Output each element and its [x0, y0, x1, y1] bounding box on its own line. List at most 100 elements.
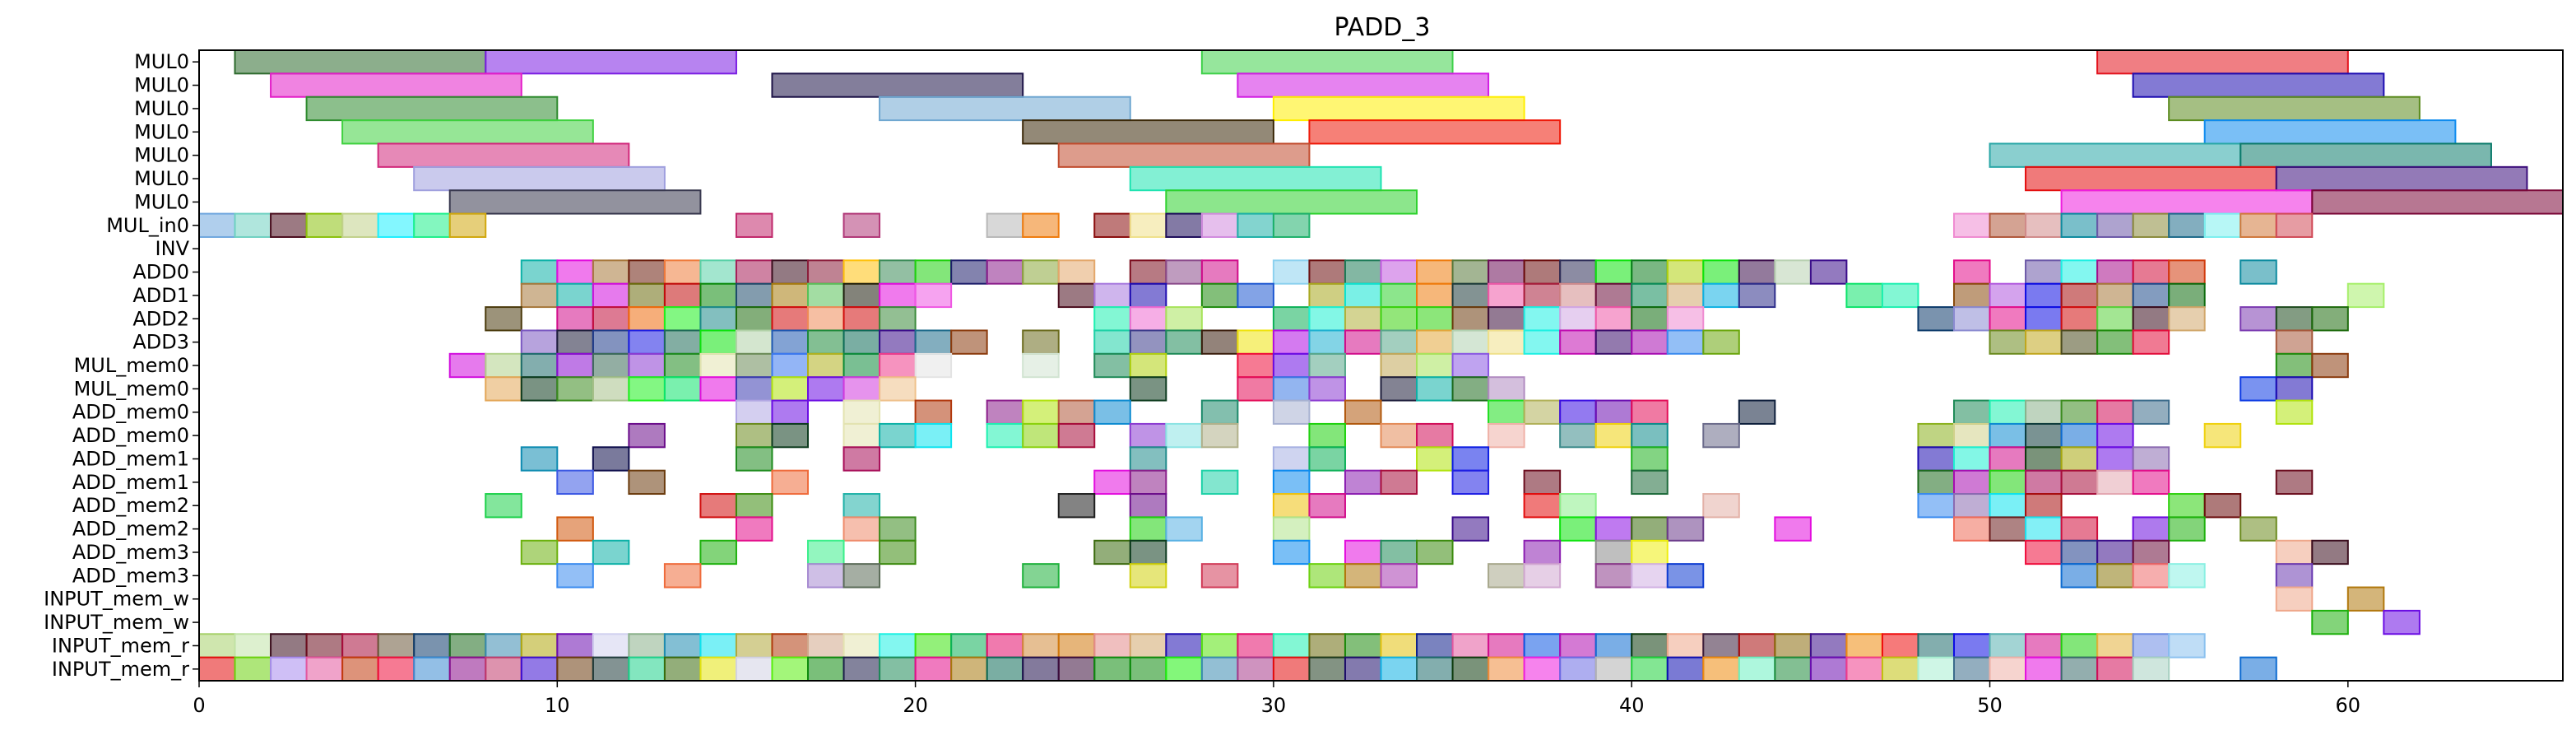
task-bar-row-11-31	[2096, 306, 2134, 332]
task-bar-row-26-41	[1666, 656, 1705, 682]
task-bar-row-4-1	[1057, 142, 1311, 168]
task-bar-row-15-7	[1093, 399, 1131, 425]
task-bar-row-13-1	[485, 352, 522, 379]
task-bar-row-25-41	[1666, 633, 1705, 659]
task-bar-row-13-14	[1022, 352, 1060, 379]
task-bar-row-18-9	[1451, 469, 1490, 496]
task-bar-row-9-14	[1022, 259, 1060, 285]
task-bar-row-7-0	[198, 212, 236, 238]
task-bar-row-22-7	[1308, 563, 1346, 589]
task-bar-row-9-8	[807, 259, 845, 285]
task-bar-row-17-8	[1451, 446, 1490, 472]
task-bar-row-9-26	[1523, 259, 1562, 285]
task-bar-row-7-12	[1093, 212, 1131, 238]
task-bar-row-5-1	[1129, 165, 1382, 192]
task-bar-row-9-7	[771, 259, 810, 285]
task-bar-row-16-7	[1022, 422, 1060, 449]
task-bar-row-2-0	[305, 95, 559, 122]
task-bar-row-17-2	[735, 446, 773, 472]
task-bar-row-10-12	[1057, 282, 1096, 309]
task-bar-row-25-39	[1594, 633, 1633, 659]
task-bar-row-9-6	[735, 259, 773, 285]
task-bar-row-20-10	[1631, 516, 1669, 542]
task-bar-row-13-15	[1093, 352, 1131, 379]
task-bar-row-14-9	[807, 376, 845, 402]
task-bar-row-25-33	[1380, 633, 1418, 659]
task-bar-row-19-11	[1917, 493, 1955, 519]
task-bar-row-5-2	[2025, 165, 2277, 192]
task-bar-row-20-19	[2239, 516, 2277, 542]
task-bar-row-10-35	[2060, 282, 2099, 309]
task-bar-row-21-4	[879, 539, 917, 565]
task-bar-row-25-13	[663, 633, 702, 659]
task-bar-row-12-7	[771, 329, 810, 355]
task-bar-row-15-16	[1738, 399, 1776, 425]
task-bar-row-12-19	[1272, 329, 1311, 355]
x-tick-label-5: 50	[1977, 694, 2003, 717]
task-bar-row-15-20	[2060, 399, 2099, 425]
task-bar-row-25-18	[842, 633, 881, 659]
task-bar-row-13-24	[2311, 352, 2349, 379]
task-bar-row-11-35	[2275, 306, 2314, 332]
task-bar-row-9-15	[1057, 259, 1096, 285]
task-bar-row-11-27	[1952, 306, 1991, 332]
task-bar-row-7-23	[2132, 212, 2170, 238]
task-bar-row-4-3	[2239, 142, 2492, 168]
x-tick-label-2: 20	[903, 694, 928, 717]
task-bar-row-20-14	[1989, 516, 2027, 542]
task-bar-row-17-12	[1989, 446, 2027, 472]
task-bar-row-20-7	[1451, 516, 1490, 542]
task-bar-row-14-7	[735, 376, 773, 402]
task-bar-row-12-23	[1416, 329, 1454, 355]
task-bar-row-7-14	[1165, 212, 1203, 238]
task-bar-row-9-27	[1559, 259, 1597, 285]
task-bar-row-26-54	[2132, 656, 2170, 682]
task-bar-row-9-34	[1809, 259, 1848, 285]
task-bar-row-21-17	[2132, 539, 2170, 565]
task-bar-row-7-18	[1952, 212, 1991, 238]
task-bar-row-12-0	[520, 329, 559, 355]
task-bar-row-10-22	[1488, 282, 1525, 309]
task-bar-row-20-0	[556, 516, 594, 542]
task-bar-row-0-2	[1200, 49, 1454, 75]
task-bar-row-18-7	[1344, 469, 1382, 496]
task-bar-row-22-13	[1631, 563, 1669, 589]
task-bar-row-7-7	[448, 212, 487, 238]
task-bar-row-15-2	[842, 399, 881, 425]
task-bar-row-10-16	[1237, 282, 1274, 309]
task-bar-row-25-11	[592, 633, 630, 659]
task-bar-row-13-7	[699, 352, 737, 379]
task-bar-row-10-13	[1093, 282, 1131, 309]
task-bar-row-0-3	[2096, 49, 2349, 75]
task-bar-row-11-5	[699, 306, 737, 332]
task-bar-row-9-29	[1631, 259, 1669, 285]
task-bar-row-21-16	[2096, 539, 2134, 565]
task-bar-row-26-14	[699, 656, 737, 682]
task-bar-row-25-19	[879, 633, 917, 659]
task-bar-row-11-23	[1594, 306, 1633, 332]
task-bar-row-26-11	[592, 656, 630, 682]
task-bar-row-16-13	[1380, 422, 1418, 449]
y-tick-label-2: MUL0	[134, 97, 189, 120]
task-bar-row-25-9	[520, 633, 559, 659]
task-bar-row-11-12	[1129, 306, 1167, 332]
task-bar-row-11-2	[592, 306, 630, 332]
task-bar-row-25-30	[1272, 633, 1311, 659]
task-bar-row-14-16	[1380, 376, 1418, 402]
task-bar-row-26-46	[1845, 656, 1883, 682]
task-bar-row-4-0	[377, 142, 630, 168]
y-axis: MUL0MUL0MUL0MUL0MUL0MUL0MUL0MUL_in0INVAD…	[44, 50, 199, 681]
task-bar-row-19-5	[1129, 493, 1167, 519]
task-bar-row-20-5	[1165, 516, 1203, 542]
task-bar-row-15-11	[1488, 399, 1525, 425]
x-axis: 0 10 20 30 40 50 60	[193, 681, 2360, 717]
task-bar-row-17-3	[842, 446, 881, 472]
task-bar-row-11-24	[1631, 306, 1669, 332]
task-bar-row-25-20	[914, 633, 953, 659]
y-tick-label-25: INPUT_mem_r	[52, 634, 189, 657]
task-bar-row-16-5	[914, 422, 953, 449]
task-bar-row-9-24	[1451, 259, 1490, 285]
task-bar-row-13-6	[663, 352, 702, 379]
task-bar-row-6-2	[2060, 189, 2314, 215]
task-bar-row-13-8	[735, 352, 773, 379]
